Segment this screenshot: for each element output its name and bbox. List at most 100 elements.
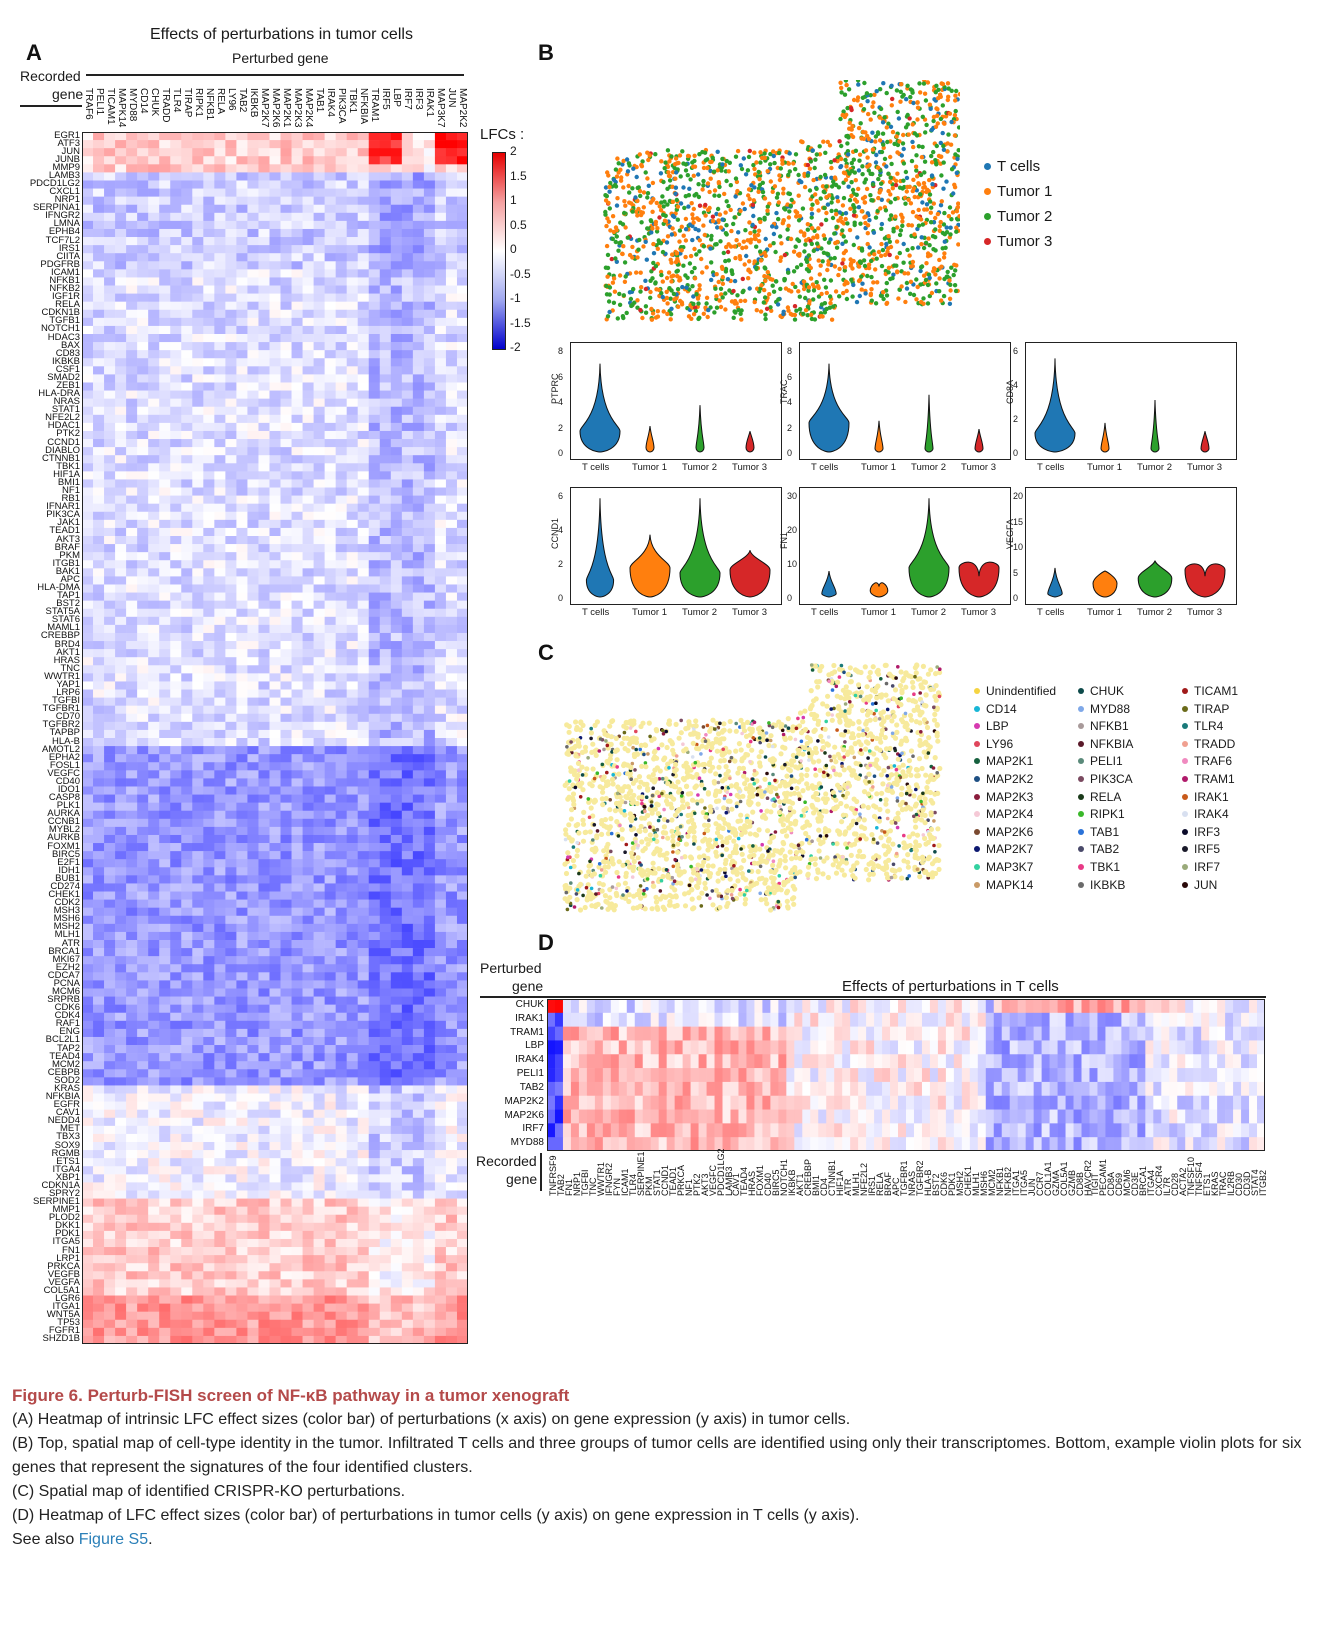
panel-a-heatmap-cell	[324, 455, 336, 464]
panel-a-heatmap-cell	[148, 1101, 160, 1110]
panel-a-heatmap-cell	[115, 317, 127, 327]
panel-a-heatmap-cell	[313, 641, 325, 650]
panel-a-heatmap-cell	[401, 527, 414, 537]
panel-a-heatmap-cell	[445, 1036, 458, 1046]
panel-a-heatmap-cell	[115, 1093, 127, 1102]
panel-a-heatmap-cell	[203, 1093, 215, 1102]
panel-a-heatmap-cell	[192, 544, 204, 553]
panel-a-heatmap-cell	[291, 382, 303, 391]
panel-a-heatmap-cell	[148, 463, 160, 472]
panel-a-heatmap-cell	[434, 956, 447, 965]
panel-a-heatmap-cell	[170, 342, 182, 351]
panel-a-heatmap-cell	[291, 325, 303, 335]
panel-a-heatmap-cell	[401, 956, 414, 965]
panel-a-heatmap-cell	[159, 414, 171, 424]
panel-a-heatmap-cell	[423, 301, 436, 311]
panel-a-row-label: EGFR	[53, 1099, 80, 1111]
panel-a-heatmap-cell	[214, 883, 226, 892]
panel-a-heatmap-cell	[445, 770, 458, 779]
panel-a-heatmap-cell	[368, 228, 381, 238]
panel-a-heatmap-cell	[148, 624, 160, 634]
panel-a-row-label: ITGA1	[52, 1301, 80, 1313]
panel-a-heatmap-cell	[192, 1190, 204, 1199]
panel-a-heatmap-cell	[324, 1142, 336, 1151]
panel-a-heatmap-cell	[159, 479, 171, 488]
panel-a-heatmap-cell	[280, 237, 292, 246]
panel-a-heatmap-cell	[291, 366, 303, 375]
panel-a-heatmap-cell	[302, 641, 314, 650]
panel-a-heatmap-cell	[335, 390, 347, 399]
panel-a-heatmap-cell	[401, 132, 414, 141]
panel-a-heatmap-cell	[280, 350, 292, 359]
panel-a-heatmap-cell	[192, 293, 204, 302]
panel-a-heatmap-cell	[214, 301, 226, 311]
panel-a-row-label: E2F1	[57, 856, 80, 868]
panel-a-heatmap-cell	[357, 1190, 370, 1199]
panel-a-heatmap-cell	[401, 471, 414, 480]
panel-a-heatmap-cell	[93, 293, 105, 302]
panel-a-heatmap-cell	[104, 568, 116, 577]
panel-a-heatmap-cell	[258, 802, 270, 812]
panel-a-heatmap-cell	[423, 519, 436, 529]
panel-a-heatmap-cell	[247, 1198, 259, 1207]
panel-a-heatmap-cell	[357, 374, 370, 383]
panel-a-row-label: IDO1	[57, 783, 80, 795]
panel-a-heatmap-cell	[445, 778, 458, 787]
panel-a-heatmap-cell	[269, 632, 281, 642]
panel-a-heatmap-cell	[192, 576, 204, 585]
panel-a-heatmap-cell	[82, 964, 94, 973]
panel-a-heatmap-cell	[313, 511, 325, 521]
panel-a-heatmap-cell	[258, 1214, 270, 1224]
panel-a-heatmap-cell	[137, 1045, 149, 1054]
panel-a-heatmap-cell	[357, 1166, 370, 1175]
panel-a-heatmap-cell	[434, 164, 447, 173]
panel-a-heatmap-cell	[357, 148, 370, 157]
panel-a-heatmap-cell	[181, 689, 193, 698]
panel-a-heatmap-cell	[93, 1036, 105, 1046]
panel-a-heatmap-cell	[434, 818, 447, 828]
panel-a-heatmap-cell	[324, 940, 336, 949]
panel-a-heatmap-cell	[159, 1142, 171, 1151]
panel-a-row-label: APC	[60, 573, 80, 585]
panel-a-heatmap-cell	[390, 972, 403, 981]
panel-a-heatmap-cell	[280, 439, 292, 448]
panel-a-heatmap-cell	[368, 713, 381, 723]
panel-a-heatmap-cell	[423, 463, 436, 472]
panel-a-heatmap-cell	[302, 834, 314, 844]
panel-a-heatmap-cell	[225, 317, 237, 327]
panel-a-heatmap-cell	[159, 1150, 171, 1159]
panel-a-heatmap-cell	[170, 746, 182, 755]
panel-a-heatmap-cell	[159, 1093, 171, 1102]
panel-a-heatmap-cell	[302, 148, 314, 157]
panel-a-heatmap-cell	[401, 212, 414, 222]
panel-a-heatmap-cell	[324, 834, 336, 844]
panel-a-heatmap-cell	[313, 471, 325, 480]
panel-a-heatmap-cell	[115, 1174, 127, 1183]
panel-a-heatmap-cell	[214, 261, 226, 270]
panel-a-heatmap-cell	[170, 859, 182, 868]
panel-a-heatmap-cell	[269, 689, 281, 698]
panel-a-heatmap-cell	[148, 382, 160, 391]
panel-a-heatmap-cell	[456, 390, 468, 399]
panel-a-heatmap-cell	[203, 1085, 215, 1094]
panel-a-heatmap-cell	[137, 511, 149, 521]
panel-a-heatmap-cell	[280, 1198, 292, 1207]
panel-a-heatmap-cell	[236, 681, 248, 690]
panel-a-heatmap-cell	[324, 1036, 336, 1046]
panel-a-heatmap-cell	[423, 964, 436, 973]
panel-a-heatmap-cell	[291, 899, 303, 908]
panel-a-heatmap-cell	[434, 479, 447, 488]
panel-a-heatmap-cell	[269, 1053, 281, 1062]
panel-a-heatmap-cell	[82, 584, 94, 593]
panel-a-heatmap-cell	[181, 1012, 193, 1022]
panel-a-heatmap-cell	[324, 148, 336, 157]
panel-a-heatmap-cell	[203, 374, 215, 383]
panel-a-heatmap-cell	[412, 1101, 425, 1110]
panel-a-heatmap-cell	[82, 1133, 94, 1143]
panel-a-heatmap-cell	[225, 705, 237, 715]
panel-a-row-label: TGFB1	[49, 315, 80, 327]
panel-a-heatmap-cell	[247, 228, 259, 238]
panel-a-heatmap-cell	[280, 1085, 292, 1094]
panel-a-heatmap-cell	[93, 1238, 105, 1248]
panel-a-heatmap-cell	[236, 1117, 248, 1127]
